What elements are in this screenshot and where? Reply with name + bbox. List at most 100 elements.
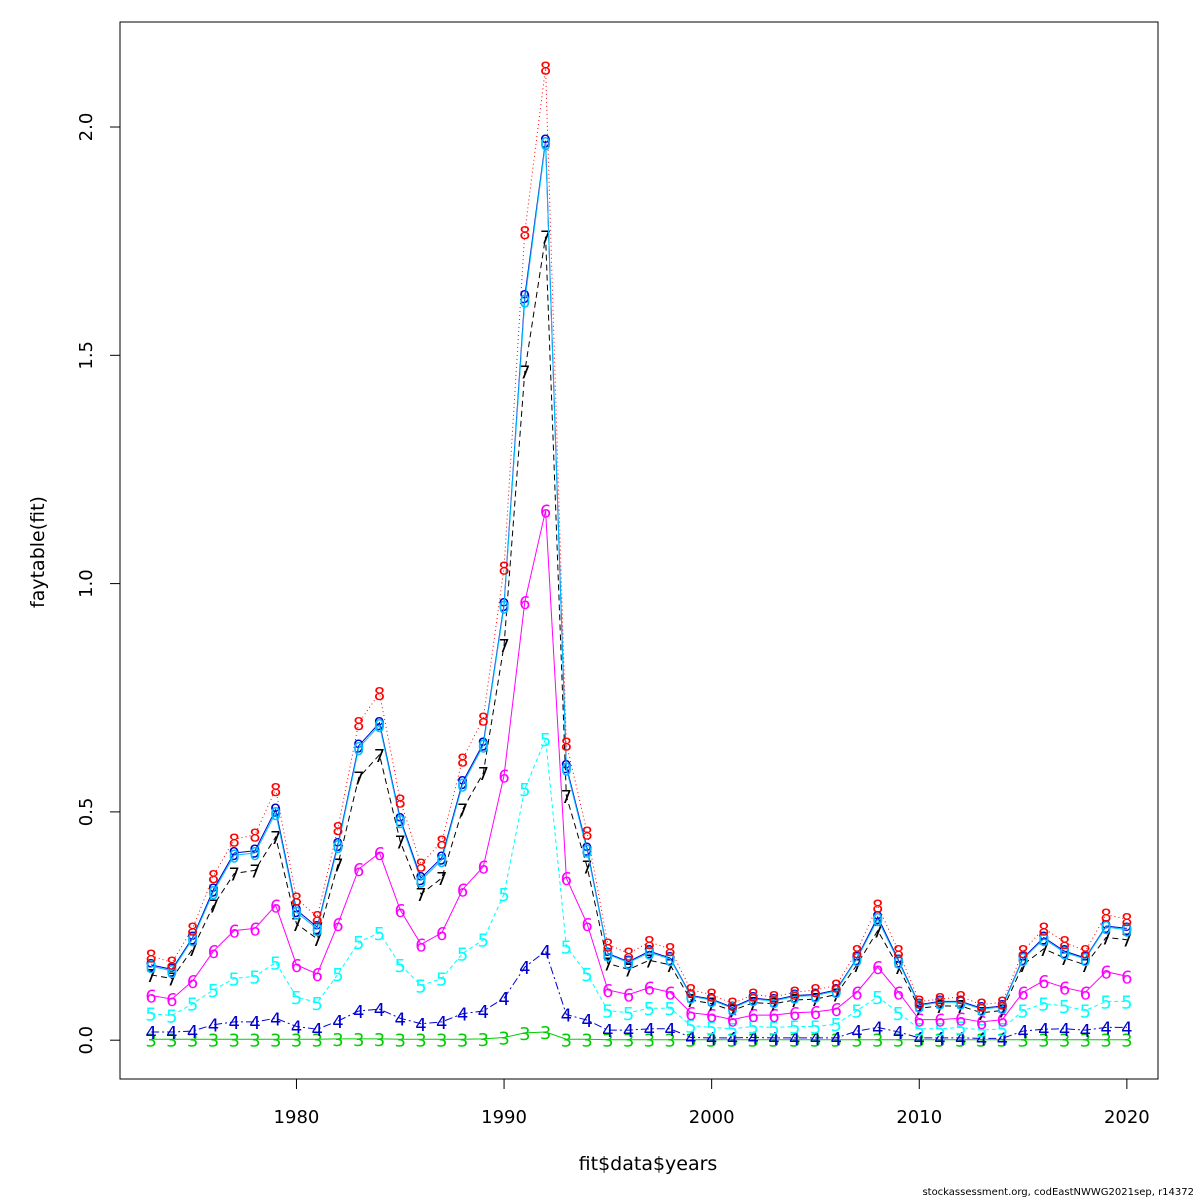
data-point: 6 [498,766,509,787]
data-point: 3 [997,1031,1008,1052]
data-point: 7 [872,922,883,943]
data-point: 3 [498,1028,509,1049]
data-point: 5 [789,1017,800,1038]
data-point: 8 [436,833,447,854]
data-point: 9 [914,996,925,1017]
data-point: 3 [311,1030,322,1051]
data-point: 5 [208,981,219,1002]
y-tick-label: 0.0 [76,1026,97,1055]
data-point: 8 [1038,919,1049,940]
data-point: 8 [1017,942,1028,963]
data-point: 6 [644,979,655,1000]
data-point: 4 [1100,1018,1111,1039]
data-point: 6 [353,860,364,881]
data-point: 9 [228,844,239,865]
data-point: 8 [810,981,821,1002]
data-point: 4 [706,1029,717,1050]
data-point: 9 [747,989,758,1010]
data-point: 0 [208,883,219,904]
data-point: 3 [685,1031,696,1052]
series-line-4 [151,950,1127,1039]
data-point: 9 [706,990,717,1011]
data-point: 7 [145,966,156,987]
data-point: 7 [498,636,509,657]
data-point: 3 [374,1030,385,1051]
data-point: 9 [768,991,779,1012]
data-point: 7 [478,764,489,785]
data-point: 7 [581,858,592,879]
data-point: 0 [415,871,426,892]
data-point: 0 [830,982,841,1003]
data-point: 0 [664,950,675,971]
data-point: 5 [1121,992,1132,1013]
data-point: 8 [789,983,800,1004]
data-point: 4 [498,989,509,1010]
y-tick-label: 0.5 [76,798,97,827]
data-point: 3 [1080,1031,1091,1052]
data-point: 4 [685,1028,696,1049]
data-point: 6 [976,1013,987,1034]
x-tick-label: 2000 [689,1107,735,1128]
data-point: 6 [893,983,904,1004]
data-point: 8 [581,823,592,844]
data-point: 8 [1121,910,1132,931]
data-point: 7 [415,885,426,906]
data-point: 4 [561,1006,572,1027]
data-point: 4 [664,1020,675,1041]
data-point: 5 [270,954,281,975]
data-point: 8 [270,780,281,801]
series-line-9 [151,140,1127,1009]
data-point: 7 [644,951,655,972]
data-point: 3 [872,1031,883,1052]
data-point: 8 [851,942,862,963]
data-point: 5 [519,780,530,801]
data-point: 7 [249,861,260,882]
data-point: 3 [332,1030,343,1051]
data-point: 4 [374,1000,385,1021]
data-point: 9 [1121,919,1132,940]
data-point: 8 [747,986,758,1007]
data-point: 7 [934,997,945,1018]
data-point: 6 [1038,972,1049,993]
data-point: 0 [872,910,883,931]
data-point: 3 [602,1031,613,1052]
data-point: 8 [498,559,509,580]
data-point: 9 [810,986,821,1007]
data-point: 6 [851,983,862,1004]
data-point: 3 [187,1030,198,1051]
data-point: 6 [934,1011,945,1032]
data-point: 7 [997,1002,1008,1023]
data-point: 4 [1059,1020,1070,1041]
data-point: 5 [1017,1002,1028,1023]
data-point: 0 [893,953,904,974]
data-point: 5 [187,995,198,1016]
y-tick-label: 1.0 [76,569,97,598]
data-point: 8 [1100,906,1111,927]
data-point: 7 [270,828,281,849]
data-point: 6 [208,942,219,963]
data-point: 7 [664,956,675,977]
data-point: 0 [353,739,364,760]
data-point: 7 [768,995,779,1016]
data-point: 8 [602,935,613,956]
data-point: 3 [851,1031,862,1052]
data-point: 5 [581,965,592,986]
data-point: 7 [727,1002,738,1023]
data-point: 6 [436,924,447,945]
data-point: 7 [1059,949,1070,970]
data-point: 6 [374,844,385,865]
data-point: 9 [976,999,987,1020]
data-point: 0 [291,903,302,924]
data-point: 5 [810,1017,821,1038]
data-point: 8 [664,940,675,961]
data-point: 5 [955,1018,966,1039]
data-point: 9 [789,986,800,1007]
data-point: 4 [478,1002,489,1023]
data-point: 7 [1038,940,1049,961]
data-point: 7 [685,991,696,1012]
data-point: 0 [810,986,821,1007]
data-point: 3 [830,1031,841,1052]
data-point: 4 [997,1029,1008,1050]
data-point: 8 [872,897,883,918]
